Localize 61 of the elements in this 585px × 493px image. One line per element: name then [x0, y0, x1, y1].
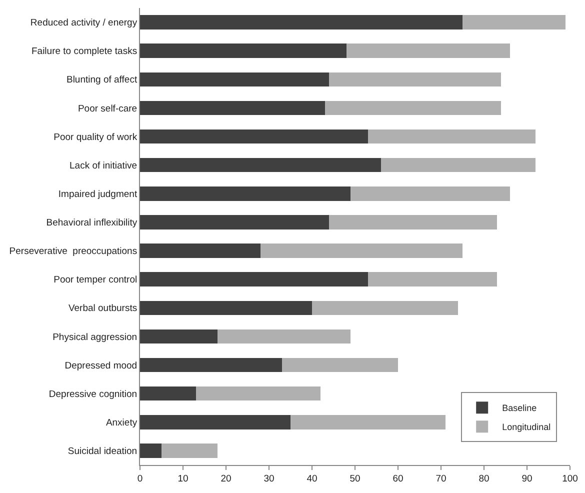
y-tick-label: Behavioral inflexibility	[46, 218, 138, 229]
bar	[140, 158, 381, 172]
bar	[140, 215, 330, 230]
bar	[217, 329, 351, 344]
bar	[140, 300, 312, 316]
bar	[350, 186, 510, 201]
y-tick-label: Verbal outbursts	[68, 303, 138, 314]
x-tick-label: 60	[392, 473, 404, 484]
x-tick-label: 20	[220, 473, 232, 484]
bar	[140, 272, 368, 286]
bar	[140, 444, 162, 458]
bar	[368, 272, 497, 286]
x-tick-label: 70	[436, 473, 446, 484]
y-tick-label: Lack of initiative	[70, 160, 138, 172]
x-tick-label: 90	[522, 473, 532, 484]
y-tick-label: Failure to complete tasks	[31, 46, 138, 58]
x-tick-label: 100	[562, 473, 578, 484]
y-tick-label: Poor temper control	[54, 274, 138, 286]
bar	[140, 44, 346, 58]
x-tick-label: 10	[178, 473, 188, 484]
bar	[380, 158, 536, 172]
y-tick-label: Physical aggression	[52, 332, 138, 343]
y-tick-label: Reduced activity / energy	[30, 18, 138, 29]
bar	[140, 100, 325, 116]
bar	[346, 44, 510, 58]
bar	[140, 186, 351, 201]
bar	[140, 358, 282, 372]
bar	[140, 329, 218, 344]
x-tick-label: 30	[264, 473, 274, 484]
y-tick-label: Perseverative preoccupations	[9, 246, 138, 258]
bar	[260, 244, 462, 258]
bar	[324, 100, 502, 116]
bar	[140, 15, 462, 30]
bar	[140, 415, 290, 430]
bar	[140, 129, 368, 144]
y-tick-label: Depressive cognition	[48, 388, 138, 400]
bar	[140, 244, 260, 258]
x-tick-label: 50	[350, 473, 360, 484]
legend-label: Baseline	[502, 403, 537, 414]
bar	[140, 72, 330, 87]
y-tick-label: Depressed mood	[64, 360, 138, 372]
bar	[196, 386, 321, 401]
y-tick-label: Poor self-care	[78, 103, 138, 114]
y-tick-label: Suicidal ideation	[68, 446, 138, 458]
bar	[162, 444, 218, 458]
bar	[312, 300, 458, 316]
bar	[368, 129, 536, 144]
y-tick-label: Impaired judgment	[58, 188, 138, 200]
y-tick-label: Anxiety	[106, 417, 138, 428]
bar	[140, 386, 196, 401]
x-tick-label: 40	[306, 473, 318, 484]
x-tick-label: 80	[478, 473, 490, 484]
legend-label: Longitudinal	[502, 422, 551, 432]
y-tick-label: Blunting of affect	[66, 74, 138, 86]
bar	[462, 15, 566, 30]
bar	[282, 358, 398, 372]
bar	[290, 415, 446, 430]
x-tick-label: 0	[137, 473, 143, 484]
bar	[329, 215, 497, 230]
bar	[329, 72, 502, 87]
y-tick-label: Poor quality of work	[54, 132, 138, 143]
